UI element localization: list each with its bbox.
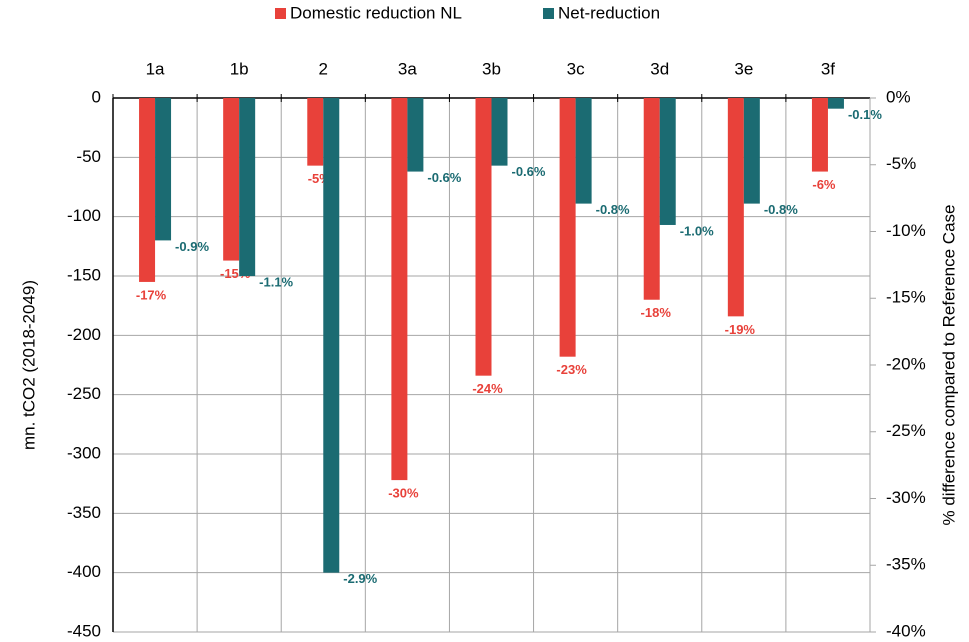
bar	[659, 98, 676, 225]
x-tick-label: 3a	[398, 59, 417, 78]
bar	[491, 98, 508, 166]
legend-swatch	[275, 8, 286, 19]
y-tick-label: -250	[67, 384, 101, 403]
legend-label: Domestic reduction NL	[290, 3, 462, 22]
y2-tick-label: -25%	[886, 421, 926, 440]
value-label: -23%	[556, 362, 587, 377]
bar	[743, 98, 760, 204]
bar	[323, 98, 340, 573]
x-tick-label: 2	[319, 59, 328, 78]
value-label: -0.8%	[596, 202, 630, 217]
y2-tick-label: -15%	[886, 288, 926, 307]
bar	[643, 98, 660, 300]
bar	[727, 98, 744, 317]
x-tick-label: 1b	[230, 59, 249, 78]
value-label: -0.6%	[512, 164, 546, 179]
y-tick-label: -300	[67, 443, 101, 462]
value-label: -30%	[388, 486, 419, 501]
value-label: -18%	[641, 305, 672, 320]
bar	[575, 98, 592, 204]
legend-swatch	[543, 8, 554, 19]
y2-tick-label: -5%	[886, 154, 916, 173]
bar	[307, 98, 324, 166]
value-label: -19%	[725, 322, 756, 337]
value-label: -24%	[472, 381, 503, 396]
value-label: -0.8%	[764, 202, 798, 217]
bar	[827, 98, 844, 109]
value-label: -1.0%	[680, 223, 714, 238]
x-tick-label: 3f	[821, 59, 835, 78]
value-label: -0.1%	[848, 107, 882, 122]
y2-tick-label: 0%	[886, 87, 911, 106]
y2-tick-label: -30%	[886, 488, 926, 507]
value-label: -0.6%	[427, 170, 461, 185]
bar	[391, 98, 408, 481]
bar	[475, 98, 492, 376]
legend-label: Net-reduction	[558, 3, 660, 22]
y2-tick-label: -40%	[886, 621, 926, 640]
y2-tick-label: -20%	[886, 354, 926, 373]
bar	[407, 98, 424, 172]
bar	[559, 98, 576, 357]
value-label: -0.9%	[175, 239, 209, 254]
y-tick-label: -150	[67, 265, 101, 284]
x-tick-label: 3b	[482, 59, 501, 78]
x-tick-label: 1a	[146, 59, 165, 78]
x-tick-label: 3c	[567, 59, 585, 78]
y2-tick-label: -35%	[886, 555, 926, 574]
y-tick-label: -50	[76, 147, 101, 166]
x-tick-label: 3e	[734, 59, 753, 78]
y-tick-label: -450	[67, 621, 101, 640]
bar	[239, 98, 256, 276]
y-tick-label: -400	[67, 562, 101, 581]
y2-tick-label: -10%	[886, 221, 926, 240]
y-axis-title: mn. tCO2 (2018-2049)	[19, 280, 38, 450]
value-label: -17%	[136, 287, 167, 302]
bar	[139, 98, 156, 282]
y-tick-label: -350	[67, 503, 101, 522]
y-tick-label: 0	[92, 87, 101, 106]
bar	[811, 98, 828, 172]
y-tick-label: -100	[67, 206, 101, 225]
bar	[155, 98, 172, 241]
value-label: -1.1%	[259, 274, 293, 289]
value-label: -6%	[812, 177, 836, 192]
x-tick-label: 3d	[650, 59, 669, 78]
y-tick-label: -200	[67, 325, 101, 344]
value-label: -2.9%	[343, 571, 377, 586]
y2-axis-title: % difference compared to Reference Case	[939, 205, 958, 526]
bar	[223, 98, 240, 261]
